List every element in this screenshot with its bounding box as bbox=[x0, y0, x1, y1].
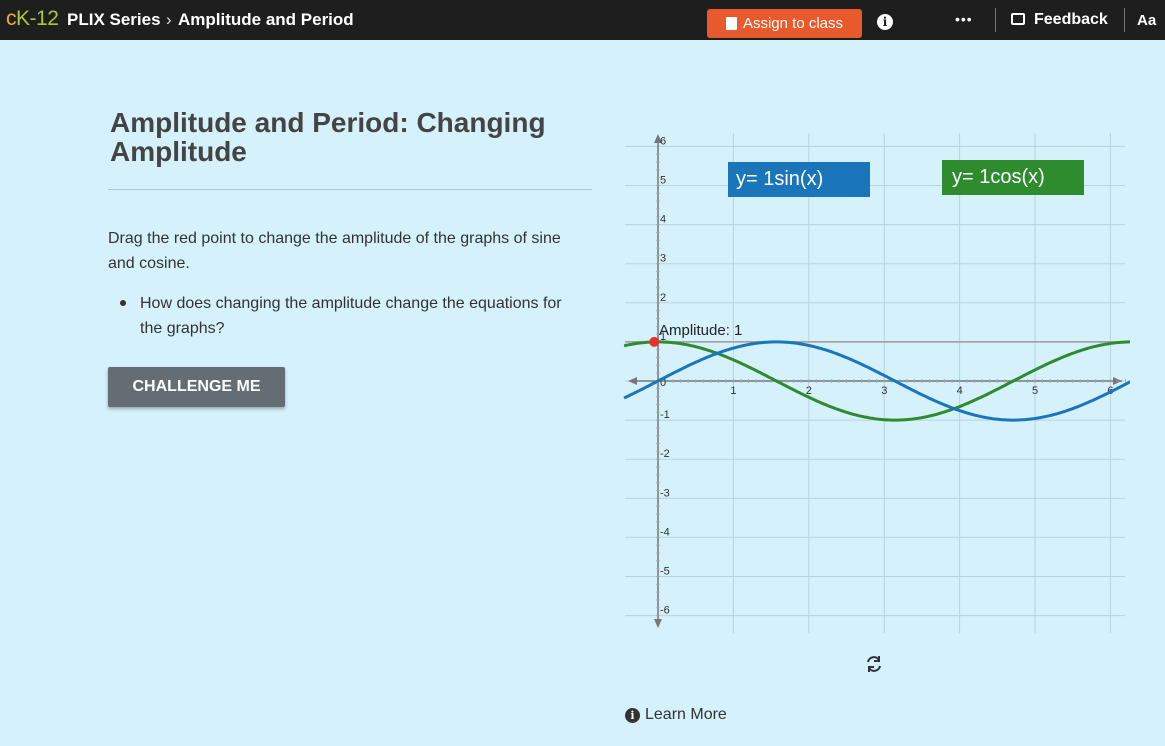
more-menu-button[interactable]: ••• bbox=[955, 11, 973, 27]
challenge-me-button[interactable]: CHALLENGE ME bbox=[108, 367, 285, 407]
divider bbox=[1124, 8, 1125, 32]
y-tick-label: 2 bbox=[660, 292, 666, 304]
assign-to-class-button[interactable]: Assign to class bbox=[707, 9, 862, 38]
learn-more-link[interactable]: i Learn More bbox=[625, 706, 727, 724]
logo-number: 12 bbox=[36, 7, 59, 30]
y-tick-label: -6 bbox=[660, 605, 670, 617]
logo-dash: - bbox=[29, 7, 37, 30]
page-title: Amplitude and Period: Changing Amplitude bbox=[110, 107, 546, 167]
breadcrumb-separator: › bbox=[166, 10, 172, 29]
breadcrumb-current: Amplitude and Period bbox=[178, 10, 354, 29]
y-tick-label: 4 bbox=[660, 214, 666, 226]
y-tick-label: 3 bbox=[660, 253, 666, 265]
learn-more-label: Learn More bbox=[645, 706, 727, 723]
info-icon: i bbox=[625, 707, 640, 723]
question-text: How does changing the amplitude change t… bbox=[140, 295, 562, 337]
x-axis-arrow-left bbox=[628, 377, 637, 385]
y-tick-label: 1 bbox=[660, 331, 666, 343]
logo-k: K bbox=[16, 7, 30, 30]
amplitude-drag-point[interactable] bbox=[649, 336, 660, 347]
refresh-icon[interactable] bbox=[864, 654, 884, 674]
y-tick-label: 0 bbox=[660, 377, 666, 389]
feedback-icon bbox=[1011, 13, 1025, 25]
y-tick-label: 5 bbox=[660, 175, 666, 187]
cosine-equation-label: y= 1cos(x) bbox=[942, 160, 1084, 195]
title-divider bbox=[108, 189, 592, 190]
logo-c: c bbox=[6, 7, 17, 30]
y-tick-label: 6 bbox=[660, 135, 666, 147]
top-bar: cK-12 PLIX Series › Amplitude and Period… bbox=[0, 0, 1165, 40]
instructions-text: Drag the red point to change the amplitu… bbox=[108, 230, 561, 272]
feedback-button[interactable]: Feedback bbox=[1034, 11, 1108, 28]
y-tick-label: -1 bbox=[660, 409, 670, 421]
assign-label: Assign to class bbox=[742, 15, 844, 32]
divider bbox=[995, 8, 996, 32]
y-tick-label: -3 bbox=[660, 487, 670, 499]
y-tick-label: -4 bbox=[660, 526, 670, 538]
y-tick-label: -5 bbox=[660, 566, 670, 578]
y-tick-label: -2 bbox=[660, 448, 670, 460]
ck12-logo[interactable]: cK-12 bbox=[6, 7, 59, 30]
x-tick-label: 4 bbox=[957, 385, 963, 397]
x-tick-label: 3 bbox=[881, 385, 887, 397]
font-size-button[interactable]: Aa bbox=[1137, 12, 1157, 29]
series-link[interactable]: PLIX Series bbox=[67, 10, 161, 29]
y-axis-arrow-down bbox=[654, 619, 662, 628]
amplitude-label: Amplitude: 1 bbox=[659, 322, 743, 339]
y-axis-arrow-up bbox=[654, 134, 662, 143]
axes bbox=[628, 134, 1126, 628]
x-axis-arrow-right bbox=[1113, 377, 1122, 385]
sine-curve bbox=[623, 340, 1130, 422]
x-tick-label: 1 bbox=[730, 385, 736, 397]
x-tick-label: 5 bbox=[1032, 385, 1038, 397]
info-icon[interactable]: i bbox=[877, 14, 893, 30]
x-tick-label: 2 bbox=[806, 385, 812, 397]
clipboard-icon bbox=[725, 17, 737, 30]
sine-equation-label: y= 1sin(x) bbox=[728, 162, 870, 197]
bullet-dot bbox=[120, 300, 126, 306]
cosine-curve bbox=[623, 340, 1130, 422]
